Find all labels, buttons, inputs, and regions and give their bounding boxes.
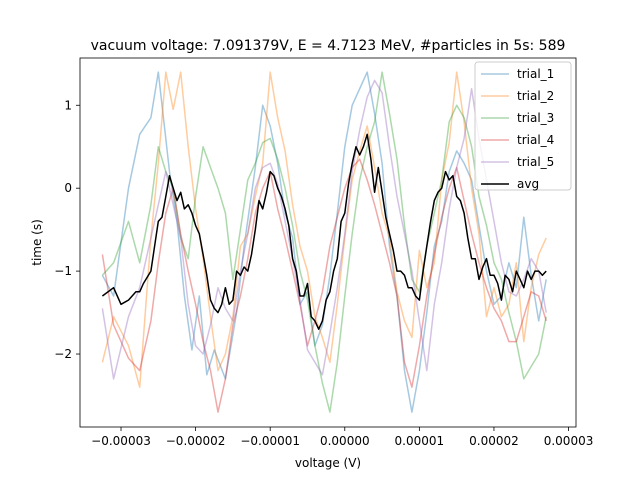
series-line-trial-2 (101, 71, 547, 388)
legend-label-trial-4: trial_4 (517, 133, 554, 147)
legend-label-trial-2: trial_2 (517, 89, 554, 103)
x-tick-label: −0.00003 (91, 434, 151, 448)
series-line-avg (101, 133, 547, 330)
chart-title: vacuum voltage: 7.091379V, E = 4.7123 Me… (91, 38, 566, 54)
y-tick-label: 1 (64, 98, 72, 112)
x-tick-label: −0.00002 (166, 434, 226, 448)
legend-label-avg: avg (517, 177, 539, 191)
legend-box (474, 61, 572, 191)
legend-label-trial-5: trial_5 (517, 155, 554, 169)
y-tick-label: −2 (54, 347, 72, 361)
legend-label-trial-3: trial_3 (517, 111, 554, 125)
x-axis-label: voltage (V) (295, 456, 361, 470)
axes-frame (79, 57, 577, 428)
x-tick-label: −0.00001 (240, 434, 300, 448)
series-line-trial-1 (101, 71, 547, 413)
series-line-trial-4 (101, 158, 547, 413)
legend-label-trial-1: trial_1 (517, 67, 554, 81)
x-tick-label: 0.00000 (320, 434, 370, 448)
y-axis: −2 −1 0 1 (54, 98, 80, 361)
x-axis: −0.00003 −0.00002 −0.00001 0.00000 0.00001 0.… (91, 427, 593, 448)
series-layer (101, 71, 547, 413)
x-tick-label: 0.00003 (544, 434, 594, 448)
y-tick-label: 0 (64, 181, 72, 195)
y-axis-label: time (s) (30, 219, 44, 266)
plot-area (79, 57, 577, 428)
y-tick-label: −1 (54, 264, 72, 278)
x-tick-label: 0.00001 (395, 434, 445, 448)
x-tick-label: 0.00002 (469, 434, 519, 448)
